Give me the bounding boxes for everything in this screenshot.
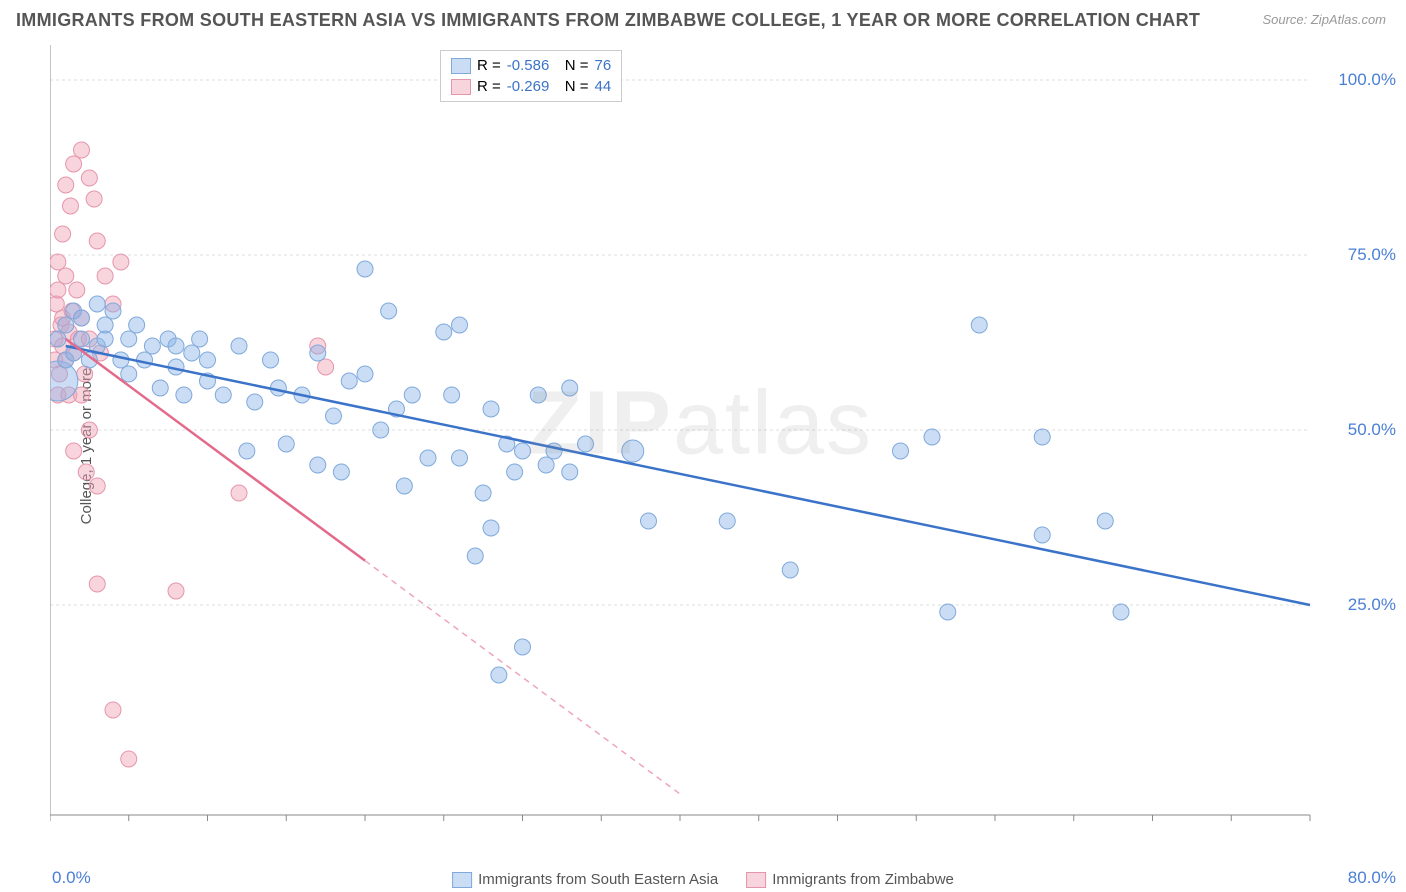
source-label: Source: ZipAtlas.com <box>1262 12 1386 27</box>
legend-swatch-blue <box>451 58 471 74</box>
scatter-chart <box>50 45 1350 835</box>
legend-row-se-asia: R = -0.586 N = 76 <box>451 55 611 76</box>
legend-r-label: R = <box>477 57 501 74</box>
legend-item-zimbabwe: Immigrants from Zimbabwe <box>746 871 954 888</box>
chart-area: ZIPatlas <box>50 45 1350 835</box>
series-legend: Immigrants from South Eastern Asia Immig… <box>452 871 954 888</box>
legend-swatch-pink <box>451 79 471 95</box>
y-axis-tick-label: 50.0% <box>1348 420 1396 440</box>
legend-series-label: Immigrants from South Eastern Asia <box>478 871 718 888</box>
legend-n-value: 76 <box>595 57 612 74</box>
x-axis-min-label: 0.0% <box>52 868 91 888</box>
y-axis-tick-label: 25.0% <box>1348 595 1396 615</box>
y-axis-tick-label: 75.0% <box>1348 245 1396 265</box>
legend-series-label: Immigrants from Zimbabwe <box>772 871 954 888</box>
legend-swatch-blue <box>452 872 472 888</box>
legend-row-zimbabwe: R = -0.269 N = 44 <box>451 76 611 97</box>
legend-r-value: -0.586 <box>507 57 559 74</box>
legend-r-value: -0.269 <box>507 78 559 95</box>
y-axis-tick-label: 100.0% <box>1338 70 1396 90</box>
legend-item-se-asia: Immigrants from South Eastern Asia <box>452 871 718 888</box>
legend-swatch-pink <box>746 872 766 888</box>
legend-n-value: 44 <box>595 78 612 95</box>
legend-n-label: N = <box>565 78 589 95</box>
legend-n-label: N = <box>565 57 589 74</box>
correlation-legend: R = -0.586 N = 76 R = -0.269 N = 44 <box>440 50 622 102</box>
legend-r-label: R = <box>477 78 501 95</box>
x-axis-max-label: 80.0% <box>1348 868 1396 888</box>
chart-title: IMMIGRANTS FROM SOUTH EASTERN ASIA VS IM… <box>16 10 1200 31</box>
